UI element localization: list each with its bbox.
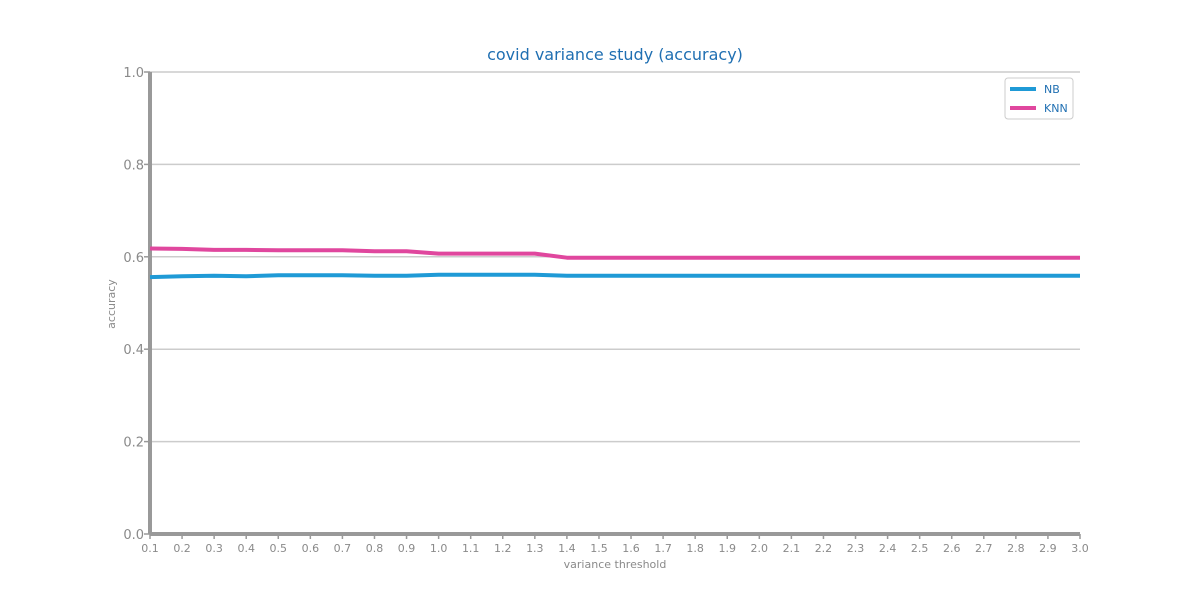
y-axis-label: accuracy: [105, 279, 118, 329]
x-tick-label: 2.0: [751, 542, 769, 555]
x-tick-label: 2.1: [783, 542, 801, 555]
series-line-knn: [149, 246, 1080, 260]
x-tick-label: 0.3: [205, 542, 223, 555]
x-tick-label: 0.9: [398, 542, 416, 555]
x-axis-ticks: 0.1 0.2 0.3 0.4 0.5 0.6 0.7 0.8 0.9 1.0 1.1 1.2 1.3 1…: [141, 534, 1089, 555]
x-tick-label: 2.4: [879, 542, 897, 555]
x-tick-label: 3.0: [1071, 542, 1089, 555]
chart-title: covid variance study (accuracy): [487, 45, 743, 64]
axes: [148, 72, 1080, 536]
y-tick-label: 0.2: [123, 436, 144, 451]
y-tick-label: 0.4: [123, 343, 144, 358]
x-tick-label: 1.9: [718, 542, 736, 555]
x-tick-label: 1.4: [558, 542, 576, 555]
x-tick-label: 0.1: [141, 542, 159, 555]
y-tick-label: 0.8: [123, 158, 144, 173]
x-axis-label: variance threshold: [564, 558, 667, 571]
x-tick-label: 0.4: [237, 542, 255, 555]
x-tick-label: 0.8: [366, 542, 384, 555]
x-tick-label: 2.6: [943, 542, 961, 555]
x-tick-label: 1.1: [462, 542, 480, 555]
y-tick-label: 0.0: [123, 528, 144, 543]
x-tick-label: 1.7: [654, 542, 672, 555]
x-tick-label: 2.3: [847, 542, 865, 555]
x-tick-label: 1.5: [590, 542, 608, 555]
x-tick-label: 2.9: [1039, 542, 1057, 555]
x-tick-label: 1.6: [622, 542, 640, 555]
x-tick-label: 0.7: [334, 542, 352, 555]
x-tick-label: 1.2: [494, 542, 512, 555]
x-tick-label: 0.2: [173, 542, 191, 555]
legend-label-knn: KNN: [1044, 102, 1068, 115]
y-tick-label: 1.0: [123, 66, 144, 81]
x-tick-label: 0.6: [302, 542, 320, 555]
x-tick-label: 1.3: [526, 542, 544, 555]
series-line-nb: [149, 272, 1080, 280]
x-tick-label: 2.7: [975, 542, 993, 555]
x-tick-label: 1.0: [430, 542, 448, 555]
x-tick-label: 1.8: [686, 542, 704, 555]
legend-label-nb: NB: [1044, 83, 1060, 96]
legend: NB KNN: [1004, 77, 1074, 120]
x-tick-label: 2.2: [815, 542, 833, 555]
x-tick-label: 2.8: [1007, 542, 1025, 555]
series-lines: [149, 246, 1080, 280]
y-tick-label: 0.6: [123, 251, 144, 266]
y-axis-ticks: 0.0 0.2 0.4 0.6 0.8 1.0: [123, 66, 150, 543]
x-tick-label: 0.5: [270, 542, 288, 555]
x-tick-label: 2.5: [911, 542, 929, 555]
